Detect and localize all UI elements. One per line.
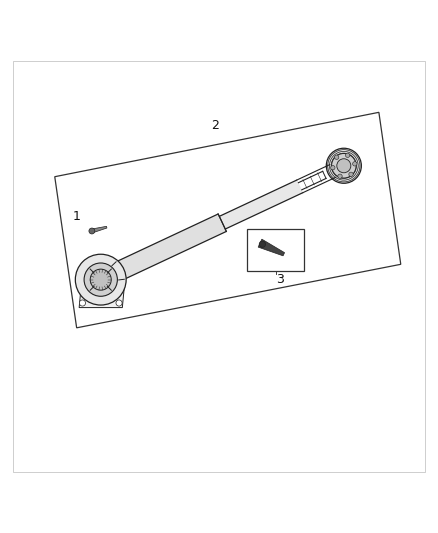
Circle shape xyxy=(337,159,351,173)
Circle shape xyxy=(259,241,265,247)
Polygon shape xyxy=(79,264,127,308)
Circle shape xyxy=(79,300,85,306)
Circle shape xyxy=(84,263,117,296)
Circle shape xyxy=(353,161,357,166)
Circle shape xyxy=(338,174,342,179)
Circle shape xyxy=(335,155,339,159)
Bar xyxy=(247,229,304,271)
Polygon shape xyxy=(116,214,226,279)
Circle shape xyxy=(80,266,86,272)
Circle shape xyxy=(349,172,353,176)
Polygon shape xyxy=(112,265,119,287)
Text: 3: 3 xyxy=(276,273,284,286)
Polygon shape xyxy=(258,239,285,256)
Text: 1: 1 xyxy=(73,209,81,223)
Polygon shape xyxy=(219,180,303,229)
Circle shape xyxy=(332,154,356,178)
Circle shape xyxy=(346,153,350,157)
Circle shape xyxy=(116,300,122,306)
Circle shape xyxy=(90,269,111,290)
Circle shape xyxy=(331,166,335,170)
Circle shape xyxy=(75,254,126,305)
Circle shape xyxy=(89,228,95,234)
Text: 2: 2 xyxy=(211,119,219,132)
Circle shape xyxy=(116,266,122,272)
Polygon shape xyxy=(92,227,107,233)
Circle shape xyxy=(326,148,361,183)
